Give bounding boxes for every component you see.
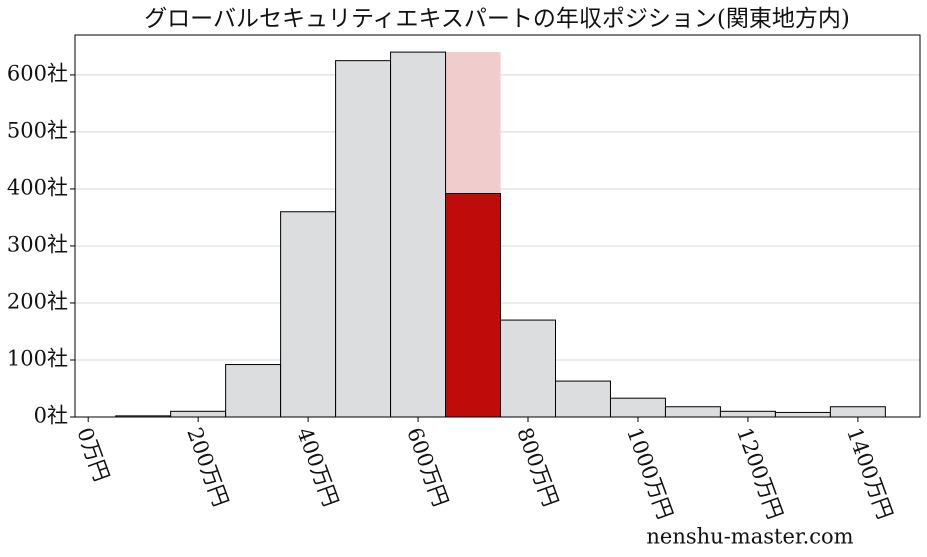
bar <box>829 406 886 418</box>
x-tick-label: 1200万円 <box>732 424 787 522</box>
plot-frame <box>74 34 921 418</box>
chart-title: グローバルセキュリティエキスパートの年収ポジション(関東地方内) <box>144 6 850 32</box>
bar <box>225 364 282 418</box>
x-tick-label: 800万円 <box>512 424 563 509</box>
y-tick-label: 600社 <box>7 61 68 85</box>
y-tick-label: 200社 <box>7 289 68 313</box>
bar <box>335 60 392 418</box>
bar <box>609 397 666 418</box>
y-tick-label: 100社 <box>7 346 68 370</box>
x-tick-label: 1400万円 <box>842 424 897 522</box>
bar <box>280 211 337 418</box>
x-tick-label: 400万円 <box>292 424 343 509</box>
bar <box>555 380 611 418</box>
x-tick-label: 600万円 <box>402 424 453 509</box>
y-tick-label: 300社 <box>7 232 68 256</box>
bar <box>390 51 447 418</box>
y-tick-label: 400社 <box>7 175 68 199</box>
x-tick-label: 1000万円 <box>622 424 677 522</box>
bar <box>664 406 721 418</box>
y-tick-label: 500社 <box>7 118 68 142</box>
bar <box>170 410 227 418</box>
bar <box>774 411 831 418</box>
bar <box>719 410 776 418</box>
y-tick-label: 0社 <box>34 404 68 428</box>
bar <box>445 193 502 418</box>
x-tick-label: 200万円 <box>182 424 233 509</box>
bar <box>500 319 557 418</box>
x-tick-label: 0万円 <box>72 424 113 484</box>
watermark: nenshu-master.com <box>646 525 853 549</box>
